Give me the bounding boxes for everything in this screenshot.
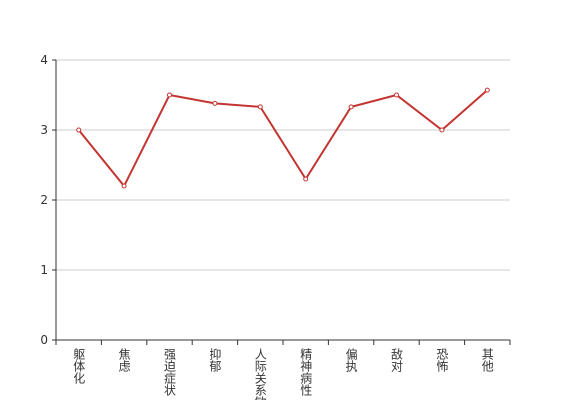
point: [121, 183, 127, 189]
point: [439, 127, 445, 133]
y-tick-label: 1: [40, 263, 48, 277]
x-tick-label: 焦虑: [117, 348, 131, 372]
point: [303, 176, 309, 182]
point: [484, 87, 490, 93]
x-tick-label: 人际关系敏感: [253, 348, 267, 400]
point: [167, 92, 172, 98]
y-tick-label: 0: [40, 333, 48, 347]
x-tick-label: 其他: [480, 348, 494, 372]
x-tick-label: 躯体化: [72, 347, 86, 385]
x-tick-label: 精神病性: [299, 348, 313, 397]
line: [77, 89, 488, 188]
point: [257, 104, 263, 110]
point: [394, 92, 399, 98]
point: [212, 100, 218, 106]
y-tick-label: 2: [40, 193, 48, 207]
x-tick-label: 强迫症状: [163, 348, 177, 396]
y-tick-label: 4: [40, 53, 48, 67]
x-tick-label: 抑郁: [208, 347, 222, 373]
y-tick-label: 3: [40, 123, 48, 137]
point: [348, 104, 354, 110]
x-tick-label: 敌对: [390, 347, 404, 372]
x-tick-label: 恐怖: [435, 348, 449, 372]
point: [76, 127, 82, 133]
x-tick-label: 偏执: [344, 347, 358, 373]
